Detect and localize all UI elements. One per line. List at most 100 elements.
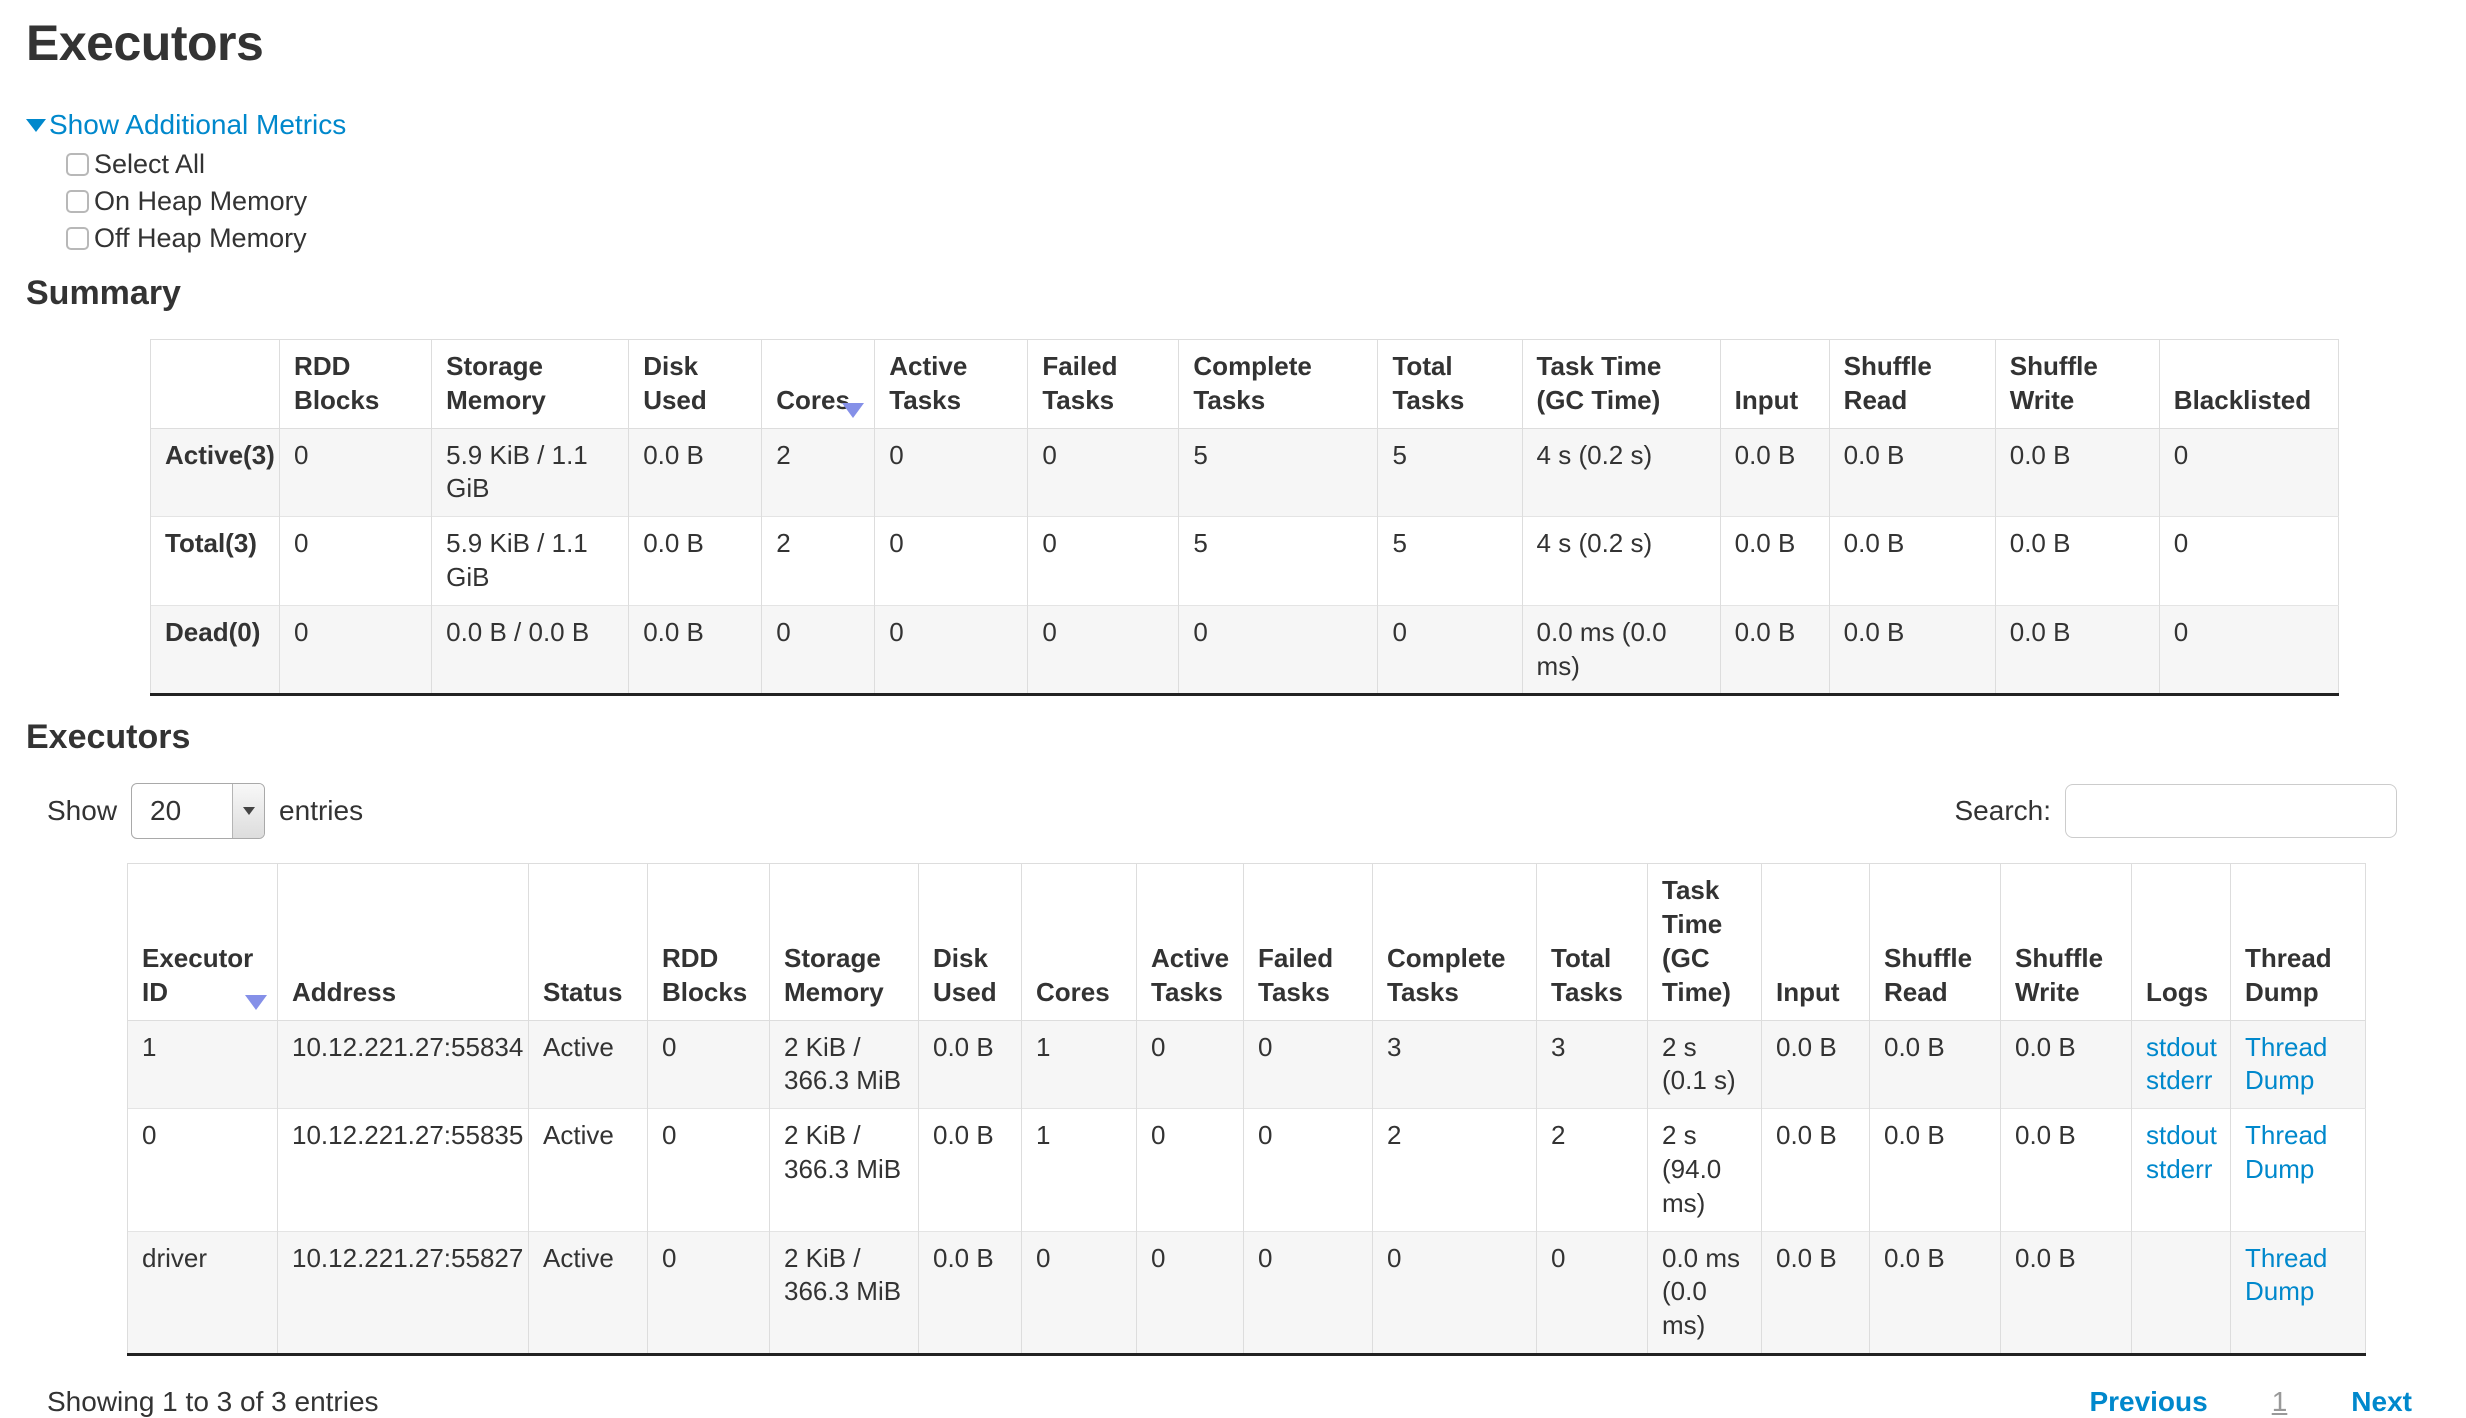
stderr-link[interactable]: stderr [2146, 1065, 2213, 1096]
executor-row-0: 0 10.12.221.27:55835 Active 0 2 KiB / 36… [127, 1108, 2366, 1232]
col-header-disk-used[interactable]: Disk Used [918, 863, 1022, 1021]
col-header-shuffle-read[interactable]: Shuffle Read [1869, 863, 2001, 1021]
select-dropdown-button[interactable] [232, 784, 265, 839]
table-cell: 0 [1243, 1230, 1373, 1355]
table-cell: 0 [1136, 1230, 1244, 1355]
stderr-link[interactable]: stderr [2146, 1153, 2213, 1184]
col-header-address[interactable]: Address [277, 863, 529, 1021]
logs-cell: stdout stderr [2131, 1019, 2231, 1109]
col-header-shuffle-write[interactable]: Shuffle Write [2000, 863, 2132, 1021]
col-header-rdd-blocks[interactable]: RDD Blocks [647, 863, 770, 1021]
col-header-complete-tasks[interactable]: Complete Tasks [1372, 863, 1537, 1021]
search-control: Search: [1955, 784, 2397, 839]
thread-dump-cell: Thread Dump [2230, 1019, 2366, 1109]
table-cell: 10.12.221.27:55835 [277, 1108, 529, 1232]
search-input[interactable] [2065, 784, 2397, 839]
col-header-storage-memory[interactable]: Storage Memory [769, 863, 919, 1021]
page-size-value: 20 [150, 795, 182, 827]
summary-header-row: RDD Blocks Storage Memory Disk Used Core… [149, 339, 2339, 429]
checkbox-on-heap-memory[interactable] [66, 190, 89, 213]
col-header-label: Executor ID [142, 942, 254, 1007]
col-header-rdd-blocks[interactable]: RDD Blocks [279, 339, 432, 429]
entries-info: Showing 1 to 3 of 3 entries [47, 1385, 379, 1417]
table-cell: 0 [279, 604, 432, 695]
table-cell: 0.0 B [628, 427, 762, 517]
table-cell: 0.0 B [918, 1230, 1022, 1355]
show-additional-metrics-toggle[interactable]: Show Additional Metrics [26, 109, 346, 141]
checkbox-off-heap-memory[interactable] [66, 227, 89, 250]
table-cell: 10.12.221.27:55827 [277, 1230, 529, 1355]
table-cell: 1 [1021, 1019, 1137, 1109]
col-header-input[interactable]: Input [1761, 863, 1870, 1021]
metrics-item-select-all: Select All [66, 151, 2466, 178]
table-cell: 0.0 B [1761, 1019, 1870, 1109]
col-header-active-tasks[interactable]: Active Tasks [874, 339, 1028, 429]
table-cell: 0 [1027, 516, 1179, 606]
stdout-link[interactable]: stdout [2146, 1031, 2217, 1062]
col-header-total-tasks[interactable]: Total Tasks [1536, 863, 1648, 1021]
table-cell: 5 [1377, 516, 1523, 606]
col-header-total-tasks[interactable]: Total Tasks [1377, 339, 1523, 429]
col-header-disk-used[interactable]: Disk Used [628, 339, 762, 429]
col-header-logs[interactable]: Logs [2131, 863, 2231, 1021]
table-cell: 0.0 B [1719, 427, 1830, 517]
thread-dump-link[interactable]: Thread Dump [2245, 1031, 2328, 1096]
table-cell: 0.0 ms (0.0 ms) [1647, 1230, 1762, 1355]
col-header-task-time[interactable]: Task Time (GC Time) [1647, 863, 1762, 1021]
col-header-shuffle-write[interactable]: Shuffle Write [1994, 339, 2160, 429]
table-cell: 0.0 B [1869, 1230, 2001, 1355]
col-header-executor-id[interactable]: Executor ID [127, 863, 278, 1021]
col-header-shuffle-read[interactable]: Shuffle Read [1828, 339, 1996, 429]
col-header-status[interactable]: Status [528, 863, 648, 1021]
table-cell: 0.0 B [2000, 1108, 2132, 1232]
pagination-next[interactable]: Next [2351, 1385, 2412, 1417]
checkbox-label: On Heap Memory [94, 186, 308, 216]
col-header-thread-dump[interactable]: Thread Dump [2230, 863, 2366, 1021]
table-cell: 0 [2158, 604, 2339, 695]
logs-cell-empty [2131, 1230, 2231, 1355]
table-cell: 10.12.221.27:55834 [277, 1019, 529, 1109]
stdout-link[interactable]: stdout [2146, 1120, 2217, 1151]
table-cell: 0 [1243, 1108, 1373, 1232]
col-header-blank [149, 339, 280, 429]
table-cell: 0.0 B [1761, 1108, 1870, 1232]
col-header-task-time[interactable]: Task Time (GC Time) [1521, 339, 1721, 429]
table-cell: 0.0 B [1719, 516, 1830, 606]
datatable-controls: Show 20 entries Search: [47, 783, 2397, 840]
checkbox-select-all[interactable] [66, 153, 89, 176]
col-header-complete-tasks[interactable]: Complete Tasks [1178, 339, 1378, 429]
table-cell: 0 [1021, 1230, 1137, 1355]
table-cell: 2 s (0.1 s) [1647, 1019, 1762, 1109]
col-header-blacklisted[interactable]: Blacklisted [2158, 339, 2339, 429]
table-cell: 0 [647, 1019, 770, 1109]
table-cell: 0 [279, 516, 432, 606]
table-cell: 0.0 B [1828, 427, 1996, 517]
table-cell: 2 [1536, 1108, 1648, 1232]
thread-dump-link[interactable]: Thread Dump [2245, 1120, 2328, 1184]
thread-dump-cell: Thread Dump [2230, 1108, 2366, 1232]
summary-table: RDD Blocks Storage Memory Disk Used Core… [149, 339, 2339, 697]
col-header-failed-tasks[interactable]: Failed Tasks [1243, 863, 1373, 1021]
page-size-select[interactable]: 20 [131, 783, 266, 840]
table-cell: 0.0 B [918, 1108, 1022, 1232]
col-header-failed-tasks[interactable]: Failed Tasks [1027, 339, 1179, 429]
table-cell: 0.0 B [918, 1019, 1022, 1109]
table-cell: 2 KiB / 366.3 MiB [769, 1019, 919, 1109]
col-header-cores[interactable]: Cores [761, 339, 875, 429]
thread-dump-link[interactable]: Thread Dump [2245, 1242, 2328, 1307]
col-header-cores[interactable]: Cores [1021, 863, 1137, 1021]
table-cell: 0 [2158, 516, 2339, 606]
table-cell: 0 [1377, 604, 1523, 695]
table-cell: 0.0 B / 0.0 B [431, 604, 629, 695]
col-header-input[interactable]: Input [1719, 339, 1830, 429]
table-cell: 0 [1027, 604, 1179, 695]
table-cell: Active [528, 1019, 648, 1109]
table-cell: Active [528, 1108, 648, 1232]
pagination-page-1[interactable]: 1 [2271, 1385, 2288, 1417]
col-header-storage-memory[interactable]: Storage Memory [431, 339, 629, 429]
pagination-previous[interactable]: Previous [2089, 1385, 2208, 1417]
executor-row-1: 1 10.12.221.27:55834 Active 0 2 KiB / 36… [127, 1019, 2366, 1109]
col-header-active-tasks[interactable]: Active Tasks [1136, 863, 1244, 1021]
table-cell: 5 [1377, 427, 1523, 517]
page-title: Executors [26, 15, 264, 71]
